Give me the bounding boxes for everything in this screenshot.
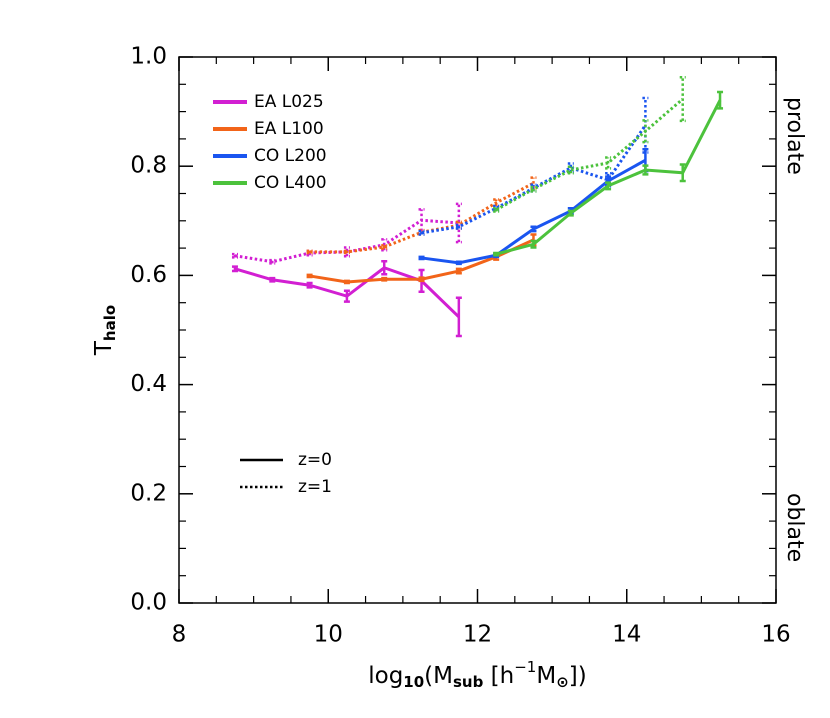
error-bar [269, 276, 276, 283]
error-bar [343, 246, 350, 258]
right-label-bottom: oblate [782, 493, 807, 562]
error-bar [381, 244, 388, 250]
error-bar [455, 296, 462, 338]
series-line [421, 124, 647, 235]
error-bar [455, 260, 462, 266]
x-tick-label: 12 [463, 622, 492, 648]
y-axis-label-part: T [91, 340, 117, 356]
error-bar [530, 185, 537, 193]
error-bar [455, 267, 462, 275]
x-axis-label-part: log [368, 663, 403, 689]
error-bar [530, 225, 537, 233]
error-bar [231, 265, 238, 273]
series-line [309, 181, 535, 254]
series-line [495, 97, 684, 212]
x-axis-label-part: sub [453, 673, 484, 691]
error-bar [679, 163, 686, 183]
y-tick-label: 0.4 [130, 371, 167, 397]
error-bar [717, 90, 724, 110]
error-bar [455, 202, 462, 244]
x-axis-label: log10(Msub [h−1M⊙]) [368, 658, 587, 691]
error-bar [493, 206, 500, 213]
right-label-top: prolate [782, 97, 807, 175]
legend-label: CO L200 [254, 146, 327, 166]
y-tick-label: 0.0 [130, 590, 167, 616]
y-tick-label: 0.2 [130, 480, 167, 506]
x-axis-label-part: ]) [569, 663, 587, 689]
error-bar [306, 273, 313, 279]
legend-label: CO L400 [254, 173, 327, 193]
y-tick-label: 1.0 [130, 44, 167, 70]
x-axis-label-part: −1 [514, 658, 536, 676]
error-bar [642, 164, 649, 176]
x-axis-label-part: (M [424, 663, 453, 689]
x-axis-label-part: M [536, 663, 556, 689]
y-axis-label-part: halo [101, 305, 119, 341]
y-tick-label: 0.8 [130, 153, 167, 179]
error-bar [381, 259, 388, 276]
linestyle-label: z=1 [298, 477, 332, 497]
error-bar [343, 279, 350, 285]
y-tick-label: 0.6 [130, 262, 167, 288]
error-bar [418, 229, 425, 236]
error-bar [567, 165, 574, 175]
error-bar [418, 255, 425, 261]
x-tick-label: 10 [314, 622, 343, 648]
error-bar [343, 249, 350, 255]
legend-label: EA L025 [254, 92, 324, 112]
error-bar [306, 249, 313, 255]
y-axis-label: Thalo [91, 305, 119, 356]
error-bar [418, 208, 425, 233]
error-bar [530, 239, 537, 249]
legend-label: EA L100 [254, 119, 324, 139]
x-axis-label-part: [h [483, 663, 514, 689]
error-bar [231, 252, 238, 259]
error-bar [493, 251, 500, 257]
error-bar [679, 75, 686, 123]
x-tick-label: 8 [172, 622, 187, 648]
linestyle-label: z=0 [298, 450, 332, 470]
x-tick-label: 14 [612, 622, 641, 648]
error-bar [642, 119, 649, 144]
x-axis-label-part: 10 [403, 673, 424, 691]
error-bar [269, 258, 276, 265]
error-bar [455, 223, 462, 230]
error-bar [343, 289, 350, 303]
x-axis-label-part: ⊙ [556, 673, 569, 691]
error-bar [605, 156, 612, 170]
error-bar [605, 181, 612, 191]
x-tick-label: 16 [761, 622, 790, 648]
error-bar [418, 276, 425, 283]
error-bar [306, 281, 313, 289]
error-bar [381, 276, 388, 282]
error-bar [567, 209, 574, 217]
